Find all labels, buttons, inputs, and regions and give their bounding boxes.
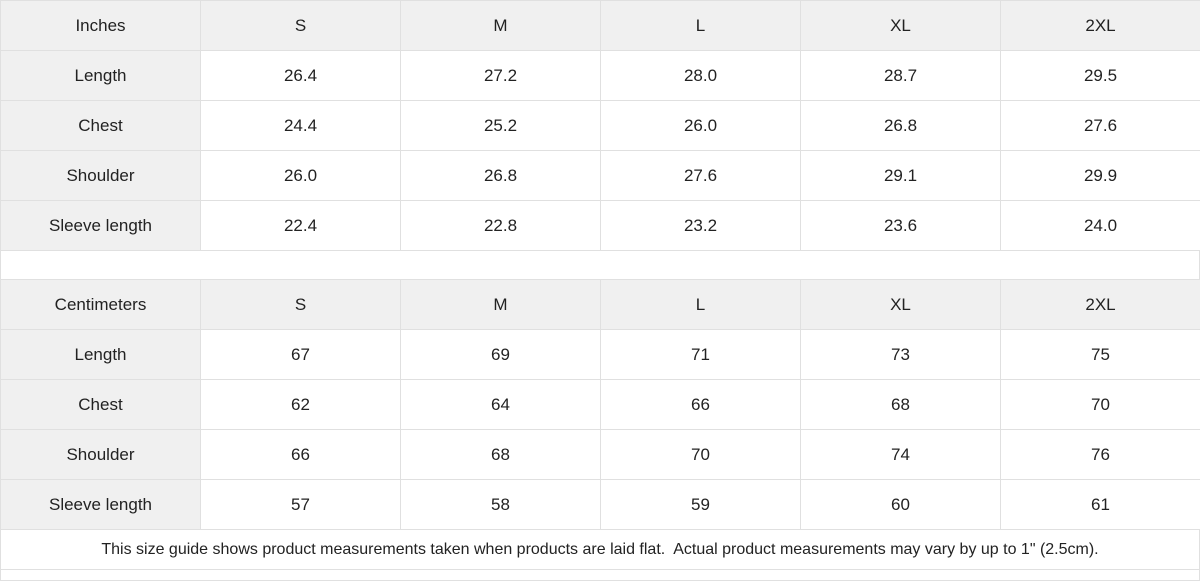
size-header-cell-2xl: 2XL [1001, 1, 1200, 51]
value-cell: 23.2 [601, 201, 801, 251]
size-header-cell-2xl: 2XL [1001, 280, 1200, 330]
row-label-cell: Shoulder [1, 430, 201, 480]
value-cell: 61 [1001, 480, 1200, 530]
value-cell: 70 [1001, 380, 1200, 430]
row-label-cell: Length [1, 330, 201, 380]
value-cell: 57 [201, 480, 401, 530]
value-cell: 68 [401, 430, 601, 480]
size-header-cell-xl: XL [801, 1, 1001, 51]
value-cell: 26.0 [601, 101, 801, 151]
table-row: Chest 24.4 25.2 26.0 26.8 27.6 [1, 101, 1200, 151]
value-cell: 22.8 [401, 201, 601, 251]
value-cell: 70 [601, 430, 801, 480]
value-cell: 25.2 [401, 101, 601, 151]
value-cell: 27.6 [1001, 101, 1200, 151]
table-row: Sleeve length 57 58 59 60 61 [1, 480, 1200, 530]
value-cell: 66 [201, 430, 401, 480]
value-cell: 22.4 [201, 201, 401, 251]
value-cell: 27.6 [601, 151, 801, 201]
value-cell: 29.5 [1001, 51, 1200, 101]
size-header-cell-m: M [401, 1, 601, 51]
value-cell: 64 [401, 380, 601, 430]
table-row: Shoulder 66 68 70 74 76 [1, 430, 1200, 480]
row-label-cell: Length [1, 51, 201, 101]
value-cell: 74 [801, 430, 1001, 480]
row-label-cell: Shoulder [1, 151, 201, 201]
row-label-cell: Chest [1, 380, 201, 430]
value-cell: 26.0 [201, 151, 401, 201]
table-row: Shoulder 26.0 26.8 27.6 29.1 29.9 [1, 151, 1200, 201]
value-cell: 75 [1001, 330, 1200, 380]
value-cell: 59 [601, 480, 801, 530]
unit-header-cell: Centimeters [1, 280, 201, 330]
unit-header-cell: Inches [1, 1, 201, 51]
value-cell: 24.0 [1001, 201, 1200, 251]
value-cell: 62 [201, 380, 401, 430]
value-cell: 66 [601, 380, 801, 430]
row-label-cell: Sleeve length [1, 480, 201, 530]
size-header-cell-s: S [201, 1, 401, 51]
inches-header-row: Inches S M L XL 2XL [1, 1, 1200, 51]
size-header-cell-xl: XL [801, 280, 1001, 330]
table-row: Sleeve length 22.4 22.8 23.2 23.6 24.0 [1, 201, 1200, 251]
value-cell: 29.1 [801, 151, 1001, 201]
centimeters-header-row: Centimeters S M L XL 2XL [1, 280, 1200, 330]
value-cell: 26.4 [201, 51, 401, 101]
size-header-cell-l: L [601, 1, 801, 51]
value-cell: 71 [601, 330, 801, 380]
size-header-cell-l: L [601, 280, 801, 330]
value-cell: 68 [801, 380, 1001, 430]
bottom-strip [0, 570, 1200, 581]
size-header-cell-m: M [401, 280, 601, 330]
table-row: Length 26.4 27.2 28.0 28.7 29.5 [1, 51, 1200, 101]
size-table-centimeters: Centimeters S M L XL 2XL Length 67 69 71… [0, 279, 1200, 530]
size-header-cell-s: S [201, 280, 401, 330]
value-cell: 76 [1001, 430, 1200, 480]
row-label-cell: Sleeve length [1, 201, 201, 251]
value-cell: 24.4 [201, 101, 401, 151]
table-gap [0, 251, 1200, 279]
value-cell: 58 [401, 480, 601, 530]
table-row: Length 67 69 71 73 75 [1, 330, 1200, 380]
row-label-cell: Chest [1, 101, 201, 151]
value-cell: 28.0 [601, 51, 801, 101]
value-cell: 67 [201, 330, 401, 380]
value-cell: 23.6 [801, 201, 1001, 251]
value-cell: 26.8 [401, 151, 601, 201]
value-cell: 28.7 [801, 51, 1001, 101]
value-cell: 27.2 [401, 51, 601, 101]
value-cell: 69 [401, 330, 601, 380]
value-cell: 73 [801, 330, 1001, 380]
footer-note: This size guide shows product measuremen… [0, 530, 1200, 570]
value-cell: 26.8 [801, 101, 1001, 151]
size-table-inches: Inches S M L XL 2XL Length 26.4 27.2 28.… [0, 0, 1200, 251]
table-row: Chest 62 64 66 68 70 [1, 380, 1200, 430]
value-cell: 29.9 [1001, 151, 1200, 201]
value-cell: 60 [801, 480, 1001, 530]
